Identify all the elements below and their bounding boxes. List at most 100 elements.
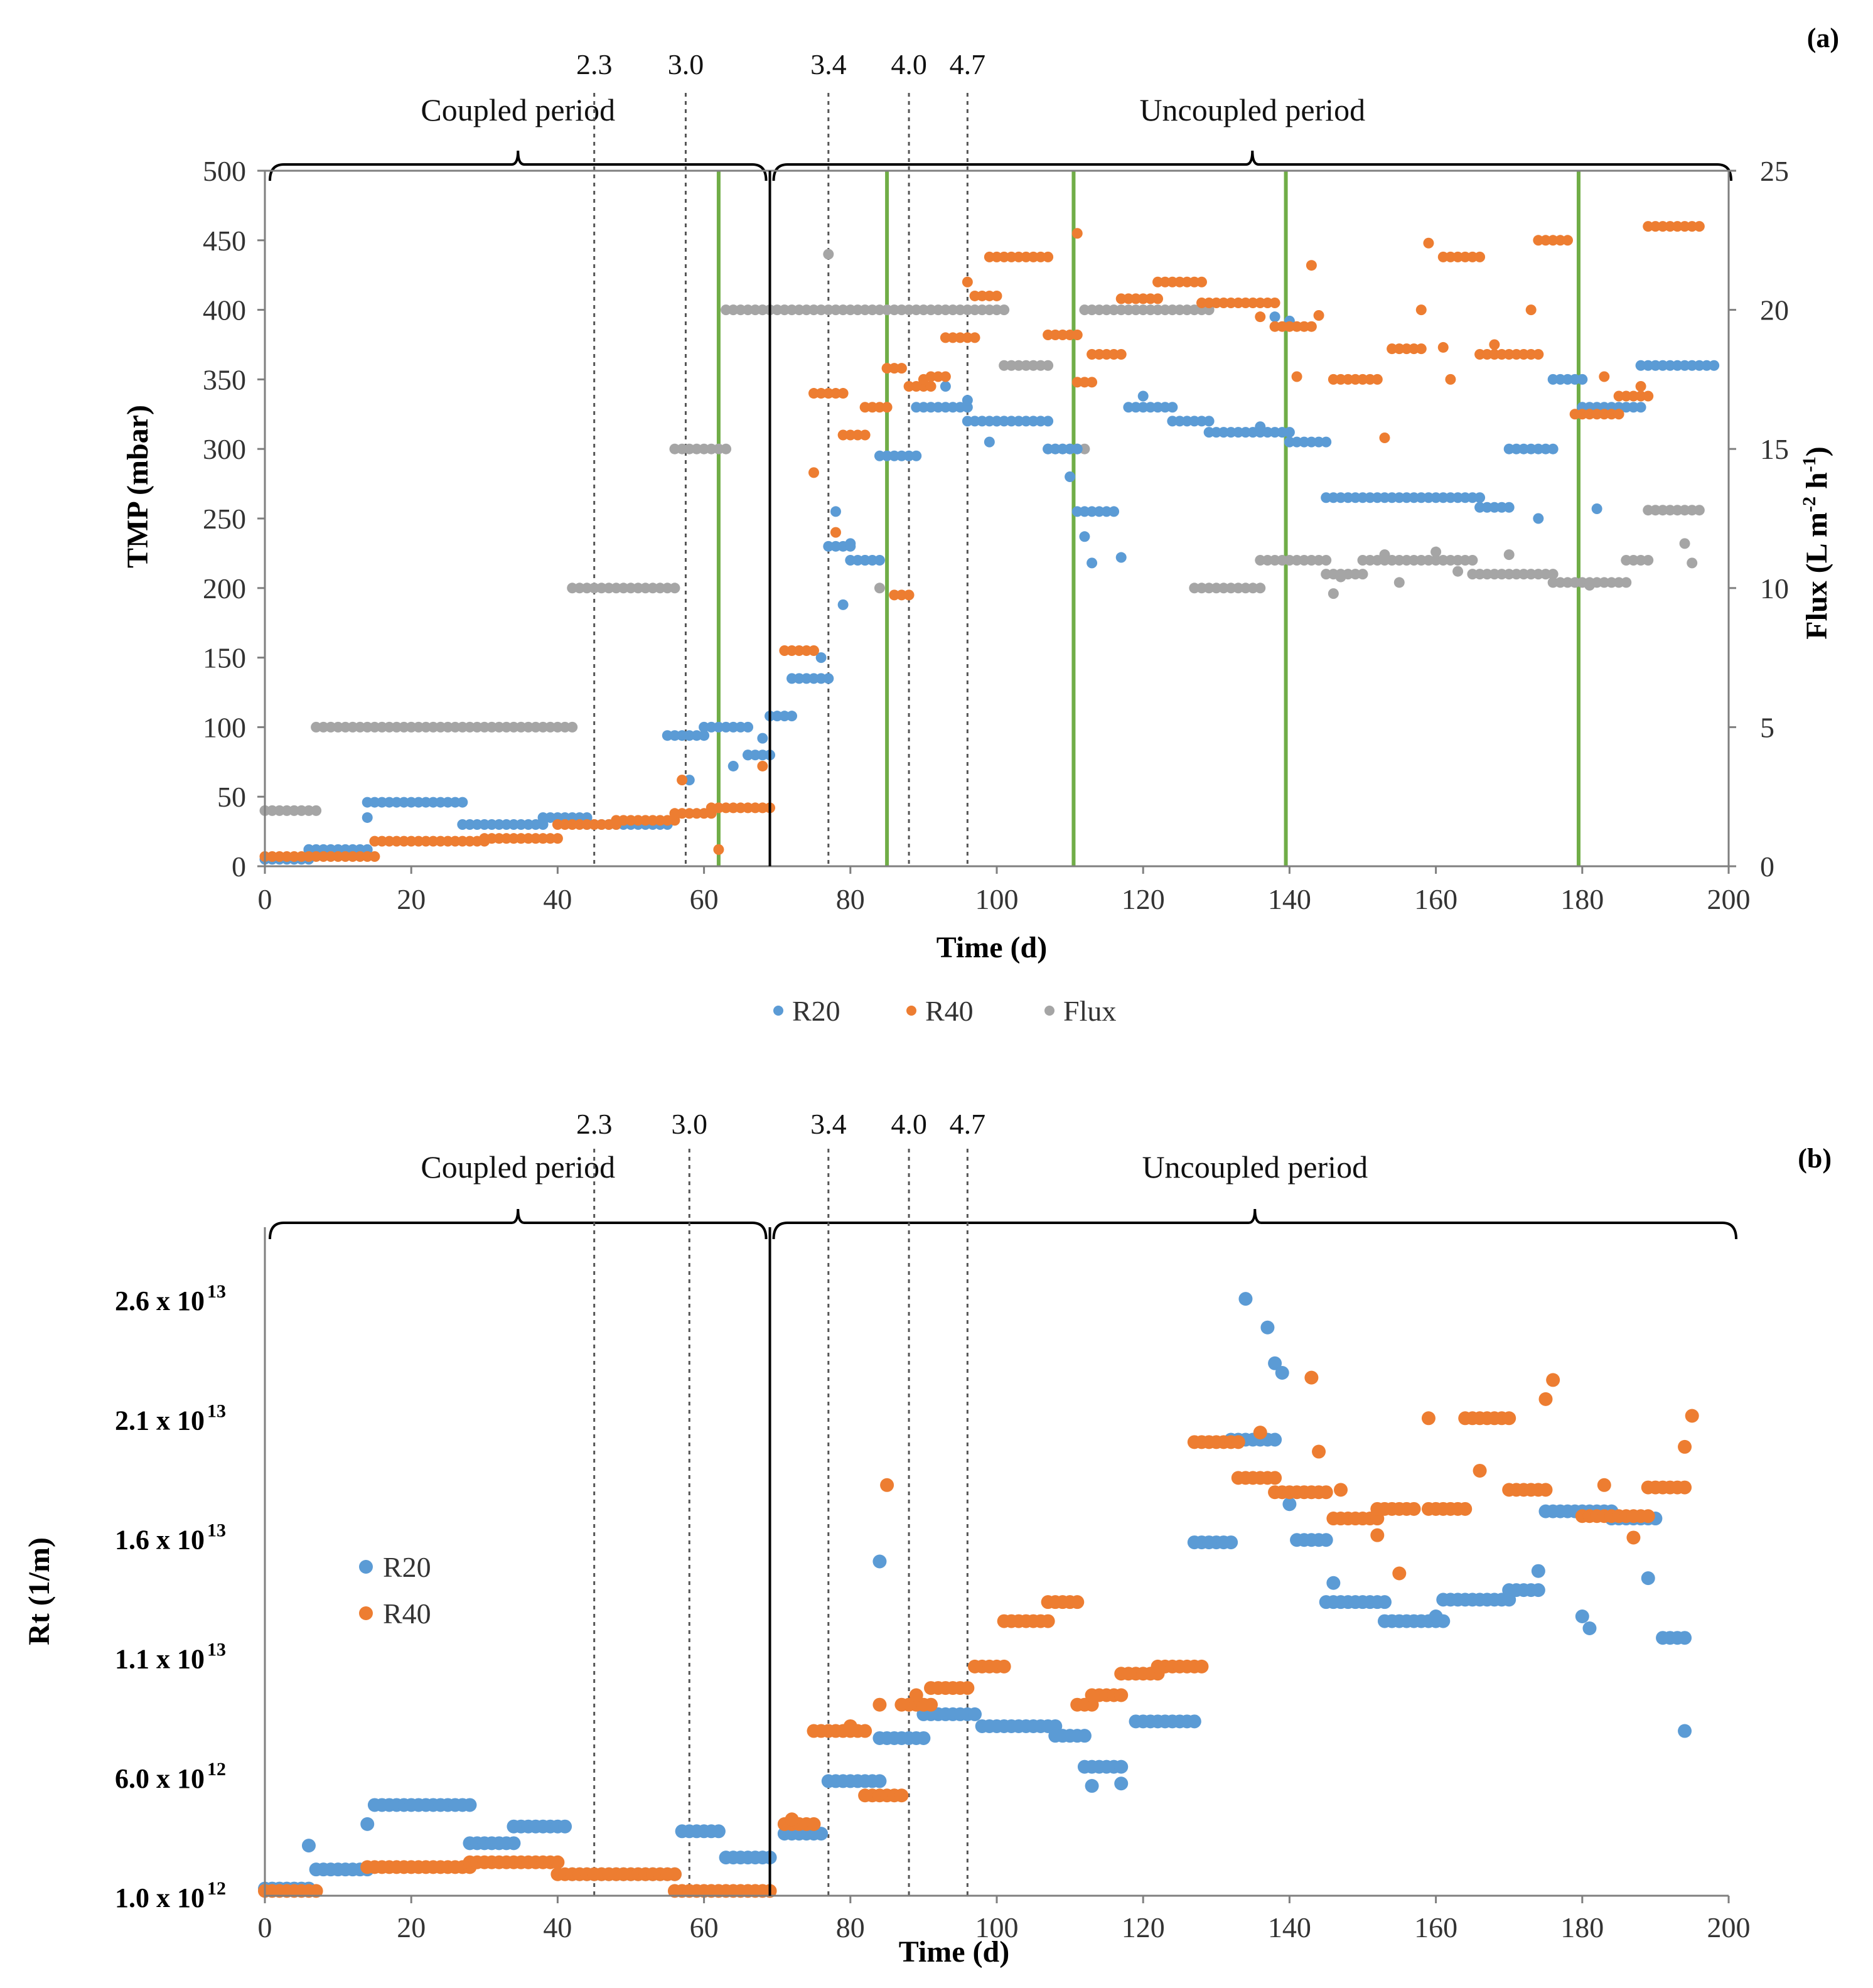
legend-label-r40-a: R40 [925,995,974,1027]
data-point-r20 [1415,492,1427,503]
data-point-flux [289,805,300,816]
y-tick-label-a: 450 [203,225,246,257]
data-point-r40 [1569,409,1581,420]
panel-label-a: (a) [1807,23,1839,53]
data-point-r40 [1137,293,1149,304]
data-point-r40 [1687,221,1698,232]
data-point-r40 [362,851,373,862]
data-point-r40 [1459,251,1471,262]
x-tick-label-b: 160 [1414,1911,1457,1943]
data-point-flux [449,721,461,733]
data-point-flux [618,583,629,594]
data-point-flux [881,304,893,316]
data-point-flux [574,583,585,594]
data-point-r20 [1365,492,1376,503]
data-point-r20 [713,721,724,733]
data-point-flux [793,304,805,316]
data-point-flux [603,583,614,594]
data-point-flux [801,304,812,316]
data-point-r40 [749,802,761,814]
data-point-flux [567,583,578,594]
data-point-r40 [1087,349,1098,360]
x-tick-label-b: 180 [1560,1911,1604,1943]
data-point-flux [1452,554,1464,566]
data-point-r20 [786,673,798,684]
data-point-r20 [1277,427,1288,438]
data-point-r40 [1678,1439,1692,1454]
data-point-r20 [1518,443,1530,454]
data-point-flux [1430,546,1442,557]
legend-a: R20 R40 Flux [773,995,1116,1027]
data-point-r40 [1540,235,1551,246]
data-point-r40 [743,802,754,814]
data-point-flux [1379,549,1390,561]
data-point-flux [1657,505,1668,516]
data-point-r20 [1343,492,1354,503]
data-point-r40 [713,802,724,814]
data-point-r20 [1650,360,1661,371]
series-r20-a [259,311,1720,865]
data-point-flux [669,583,680,594]
data-point-r40 [1130,293,1142,304]
data-point-r20 [1635,360,1646,371]
data-point-r20 [1137,402,1149,413]
data-point-flux [669,443,680,454]
data-point-r40 [508,833,519,844]
data-point-r20 [1255,421,1266,433]
data-point-r40 [274,851,285,862]
data-point-r20 [457,797,468,808]
legend-marker-r40-b [359,1606,373,1620]
data-point-r20 [771,711,783,722]
data-point-r40 [699,808,710,819]
data-point-r20 [1547,373,1559,385]
data-point-r40 [281,851,292,862]
data-point-flux [1189,583,1200,594]
x-tick-label-b: 100 [975,1911,1019,1943]
data-point-flux [1247,583,1259,594]
hrt-label-b: 4.0 [891,1108,927,1140]
data-point-r20 [699,730,710,741]
data-point-r40 [1299,321,1310,332]
x-tick-label-b: 140 [1268,1911,1311,1943]
data-point-r40 [1365,373,1376,385]
data-point-r20 [464,819,475,830]
data-point-flux [969,304,980,316]
data-point-r20 [984,416,995,427]
data-point-r40 [545,833,556,844]
data-point-r20 [1533,443,1544,454]
y-tick-label-b: 2.1 x 10 [115,1405,205,1436]
data-point-r40 [1626,1530,1641,1545]
x-tick-label-a: 180 [1560,883,1604,915]
data-point-flux [1181,304,1193,316]
data-point-r40 [845,429,856,441]
data-point-flux [947,304,958,316]
data-point-flux [999,360,1010,371]
data-point-flux [1167,304,1178,316]
data-point-r20 [486,819,497,830]
data-point-r40 [881,363,893,374]
data-point-r40 [955,332,966,343]
data-point-r20 [479,819,490,830]
data-point-r40 [867,402,878,413]
data-point-r20 [384,797,395,808]
data-point-flux [1365,554,1376,566]
data-point-r40 [852,429,863,441]
data-point-flux [1233,583,1244,594]
data-point-r20 [1269,427,1280,438]
data-point-r20 [1628,402,1639,413]
data-point-r40 [786,645,798,657]
data-point-r40 [1481,349,1493,360]
data-point-r40 [1474,349,1486,360]
hrt-label-a: 4.0 [891,48,927,80]
data-point-r20 [691,730,702,741]
data-point-r40 [843,1719,857,1733]
data-point-r40 [1028,251,1039,262]
data-point-r40 [464,835,475,847]
x-axis-label-b: Time (d) [899,1935,1009,1969]
data-point-r20 [940,380,951,392]
y-axis-label-a: TMP (mbar) [121,405,154,568]
data-point-flux [903,304,915,316]
data-point-r20 [1693,360,1705,371]
data-point-flux [874,583,885,594]
data-point-flux [1613,577,1624,588]
